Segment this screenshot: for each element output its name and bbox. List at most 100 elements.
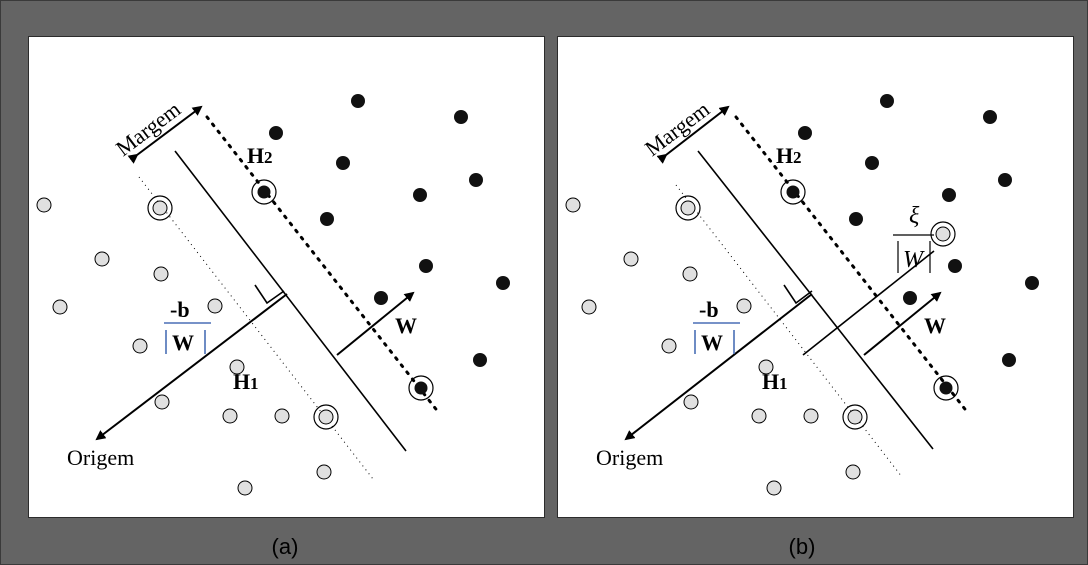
h2-label: H [776,143,793,168]
right-angle-mark [783,284,813,305]
data-point [682,266,698,282]
support-vector-ring [780,179,806,205]
h1-subscript: 1 [779,374,788,393]
positive-support-rings [780,179,959,401]
support-vector-positive [786,185,800,199]
support-vector-negative [318,409,334,425]
data-point [623,251,639,267]
support-vector-ring [933,375,959,401]
data-point [845,464,861,480]
data-point [229,359,245,375]
data-point [880,94,894,108]
support-vector-positive [414,381,428,395]
data-point [661,338,677,354]
data-point [1025,276,1039,290]
bias-numerator: -b [699,297,719,322]
data-point [52,299,68,315]
data-point [153,266,169,282]
data-point [736,298,752,314]
data-point [274,408,290,424]
margin-arrow [127,105,203,164]
data-point [849,212,863,226]
right-angle-mark [254,284,285,305]
slack-vector [802,250,935,356]
support-vector-negative [152,200,168,216]
origin-label: Origem [596,445,663,470]
data-point [683,394,699,410]
margin-arrow [656,105,730,164]
slack-numerator: ξ [909,203,920,229]
data-point [320,212,334,226]
bias-numerator: -b [170,297,190,322]
data-point [581,299,597,315]
panel-a: Margem Origem W H 2 H 1 -b W [28,36,545,518]
data-point [36,197,52,213]
w-label: W [924,313,946,338]
support-vector-ring [675,195,701,221]
caption-a: (a) [271,534,299,559]
data-point [565,197,581,213]
data-point [207,298,223,314]
data-point [798,126,812,140]
support-vector-negative [680,200,696,216]
data-point [751,408,767,424]
data-point [1002,353,1016,367]
h2-subscript: 2 [264,148,273,167]
positive-points [786,94,1039,395]
data-point [237,480,253,496]
support-vector-ring [147,195,173,221]
support-vector-positive [257,185,271,199]
negative-support-rings [675,195,956,430]
positive-support-rings [251,179,434,401]
panel-a-svg: Margem Origem W H 2 H 1 -b W [36,94,510,496]
positive-points [257,94,510,395]
data-point [983,110,997,124]
margin-label: Margem [111,96,185,161]
support-vector-positive [939,381,953,395]
caption-b: (b) [788,534,816,559]
data-point [222,408,238,424]
data-point [336,156,350,170]
origin-arrow [95,293,288,441]
support-vector-ring [842,404,868,430]
data-point [496,276,510,290]
bias-denominator: W [172,330,194,355]
data-point [269,126,283,140]
hyperplane-h1 [138,176,374,480]
negative-points [36,197,334,496]
origin-label: Origem [67,445,134,470]
data-point [413,188,427,202]
h1-label: H [762,369,779,394]
margin-label: Margem [640,96,714,161]
support-vector-negative [847,409,863,425]
negative-support-rings [147,195,339,430]
panel-b: Margem Origem W H 2 H 1 -b W ξ W [557,36,1074,518]
data-point [454,110,468,124]
data-point [998,173,1012,187]
slack-denominator: W [903,247,925,273]
slack-outlier-point [935,226,951,242]
h2-subscript: 2 [793,148,802,167]
h1-label: H [233,369,250,394]
data-point [419,259,433,273]
data-point [469,173,483,187]
data-point [903,291,917,305]
data-point [132,338,148,354]
support-vector-ring [313,404,339,430]
data-point [316,464,332,480]
data-point [948,259,962,273]
data-point [942,188,956,202]
support-vector-ring [251,179,277,205]
data-point [154,394,170,410]
origin-arrow [624,293,813,441]
separating-hyperplane [174,150,407,452]
data-point [94,251,110,267]
bias-denominator: W [701,330,723,355]
negative-points [565,197,951,496]
w-vector [336,291,415,356]
h1-subscript: 1 [250,374,259,393]
support-vector-ring [408,375,434,401]
data-point [351,94,365,108]
h2-label: H [247,143,264,168]
data-point [865,156,879,170]
